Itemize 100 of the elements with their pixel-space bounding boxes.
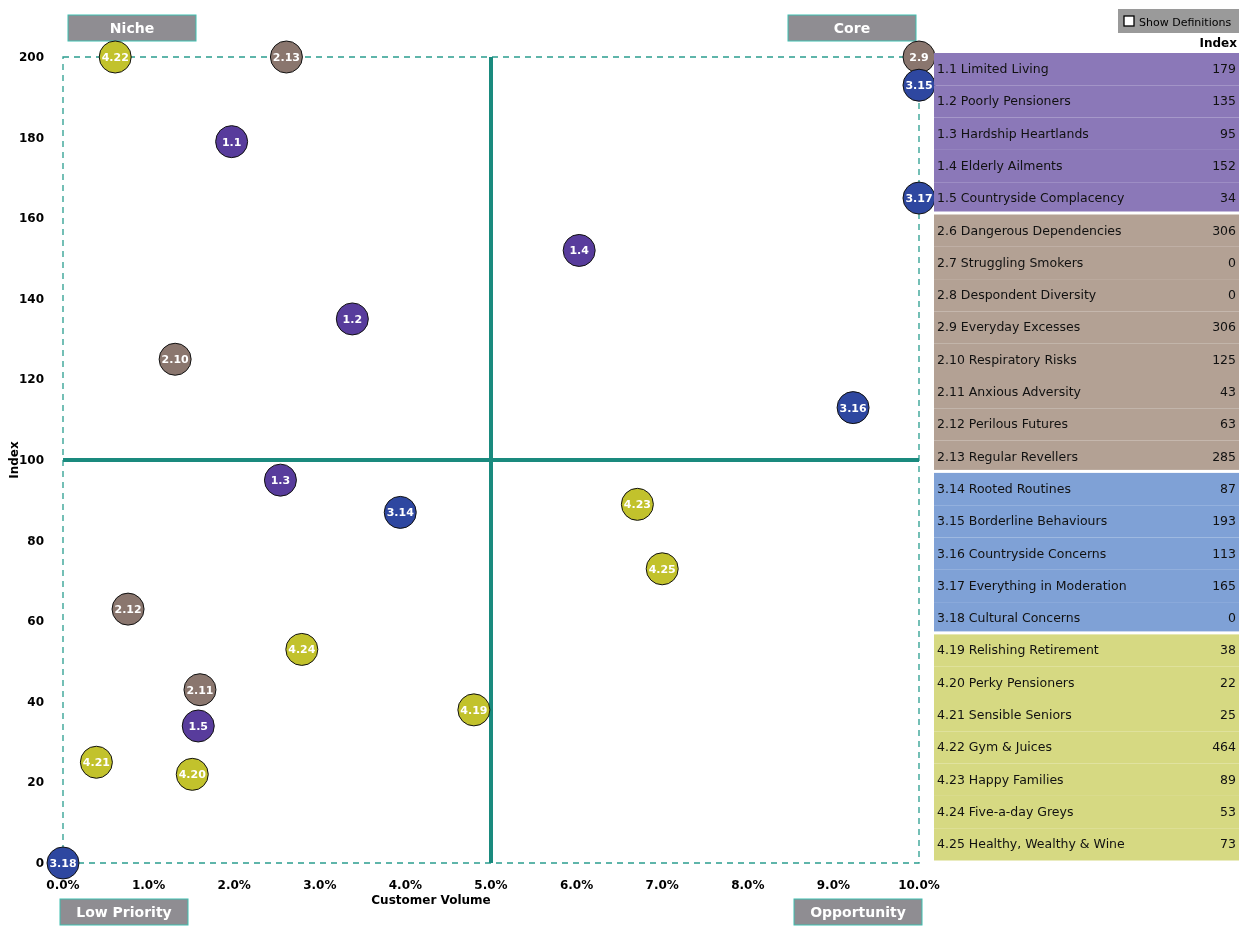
x-tick-label: 7.0%: [645, 878, 679, 892]
annotation: 3.17: [905, 192, 933, 206]
x-tick-label: 3.0%: [303, 878, 337, 892]
y-tick-label: 140: [18, 291, 44, 306]
category-label: 4.24 Five-a-day Greys: [937, 803, 1074, 819]
data-label: 135: [1212, 93, 1236, 109]
category-label: 2.11 Anxious Adversity: [937, 384, 1082, 399]
category-label: 2.7 Struggling Smokers: [937, 254, 1084, 270]
category-label: 4.22 Gym & Juices: [937, 739, 1052, 755]
data-label: 285: [1212, 448, 1236, 464]
x-tick-label: 6.0%: [559, 878, 594, 892]
data-label: 73: [1220, 836, 1236, 852]
annotation: 1.2: [342, 312, 363, 326]
annotation: 2.9: [909, 51, 929, 64]
category-label: 3.17 Everything in Moderation: [937, 577, 1127, 593]
annotation: 4.20: [178, 768, 207, 782]
data-label: 38: [1220, 642, 1237, 658]
annotation: 1.3: [270, 474, 291, 488]
category-label: 4.23 Happy Families: [937, 771, 1064, 787]
category-label: 2.6 Dangerous Dependencies: [937, 222, 1122, 238]
y-tick-label: 160: [18, 211, 44, 226]
annotation: 3.14: [386, 506, 415, 520]
annotation: 4.25: [648, 562, 676, 576]
x-tick-label: 5.0%: [474, 878, 508, 892]
x-tick-label: 4.0%: [388, 878, 423, 892]
data-label: 0: [1228, 610, 1237, 626]
text: Show Definitions: [1139, 16, 1232, 29]
y-axis-title: Index: [7, 441, 21, 479]
category-label: 1.5 Countryside Complacency: [937, 190, 1126, 206]
category-label: 4.25 Healthy, Wealthy & Wine: [937, 836, 1126, 852]
annotation: 4.22: [101, 51, 129, 64]
category-label: 3.16 Countryside Concerns: [937, 545, 1107, 561]
data-label: 87: [1220, 480, 1236, 496]
annotation: 1.5: [188, 719, 208, 733]
data-label: 464: [1212, 739, 1237, 755]
y-tick-label: 80: [27, 533, 44, 548]
data-label: 113: [1212, 545, 1236, 561]
data-label: 25: [1220, 707, 1236, 722]
data-label: 22: [1220, 674, 1236, 690]
category-label: 1.1 Limited Living: [937, 61, 1049, 76]
annotation: 1.1: [221, 135, 242, 149]
category-label: 1.2 Poorly Pensioners: [937, 93, 1071, 109]
annotation: 2.11: [186, 683, 214, 697]
annotation: 4.24: [288, 643, 316, 657]
annotation: 3.15: [905, 79, 933, 93]
annotation: 1.4: [569, 244, 590, 258]
category-label: 3.15 Borderline Behaviours: [937, 513, 1108, 529]
y-tick-label: 60: [27, 614, 44, 629]
data-label: 43: [1220, 384, 1236, 399]
x-tick-label: 9.0%: [816, 878, 851, 892]
text: Niche: [109, 20, 155, 36]
data-label: 152: [1212, 157, 1236, 173]
data-label: 0: [1228, 254, 1237, 270]
data-label: 306: [1212, 222, 1237, 238]
y-tick-label: 40: [27, 694, 44, 709]
category-label: 2.9 Everyday Excesses: [937, 319, 1081, 335]
text: Low Priority: [76, 904, 172, 920]
y-tick-label: 120: [18, 372, 44, 387]
text: Index: [1199, 36, 1238, 50]
data-label: 165: [1212, 577, 1236, 593]
y-tick-label: 20: [27, 775, 44, 790]
data-label: 63: [1220, 416, 1236, 432]
data-label: 53: [1220, 803, 1236, 819]
x-tick-label: 10.0%: [898, 878, 940, 892]
category-label: 4.20 Perky Pensioners: [937, 674, 1075, 690]
category-label: 1.4 Elderly Ailments: [937, 157, 1063, 173]
category-label: 2.13 Regular Revellers: [937, 448, 1078, 464]
x-tick-label: 2.0%: [217, 878, 251, 892]
x-axis-title: Customer Volume: [371, 893, 491, 907]
data-label: 34: [1220, 190, 1237, 206]
category-label: 3.18 Cultural Concerns: [937, 610, 1081, 626]
annotation: 3.18: [49, 857, 77, 870]
category-label: 1.3 Hardship Heartlands: [937, 125, 1089, 141]
data-label: 306: [1212, 319, 1237, 335]
x-tick-label: 0.0%: [46, 878, 80, 892]
data-label: 179: [1212, 61, 1237, 76]
text: Opportunity: [810, 904, 906, 920]
x-tick-label: 8.0%: [731, 878, 765, 892]
y-tick-label: 0: [35, 856, 44, 870]
category-label: 2.10 Respiratory Risks: [937, 351, 1077, 367]
y-tick-label: 180: [18, 130, 44, 145]
y-tick-label: 200: [18, 50, 44, 64]
annotation: 2.13: [272, 51, 300, 64]
annotation: 3.16: [839, 401, 867, 415]
data-label: 89: [1220, 771, 1237, 787]
y-tick-label: 100: [18, 453, 44, 467]
category-label: 2.8 Despondent Diversity: [937, 287, 1097, 303]
annotation: 4.21: [82, 756, 110, 770]
annotation: 2.12: [114, 603, 142, 617]
data-label: 95: [1220, 125, 1236, 141]
annotation: 4.23: [623, 498, 651, 512]
annotation: 4.19: [460, 703, 488, 717]
category-label: 2.12 Perilous Futures: [937, 416, 1069, 432]
category-label: 4.21 Sensible Seniors: [937, 707, 1072, 722]
x-tick-label: 1.0%: [131, 878, 166, 892]
category-label: 4.19 Relishing Retirement: [937, 642, 1099, 658]
annotation: 2.10: [161, 353, 190, 367]
data-label: 125: [1212, 351, 1236, 367]
data-label: 193: [1212, 513, 1236, 529]
text: Core: [833, 20, 871, 36]
